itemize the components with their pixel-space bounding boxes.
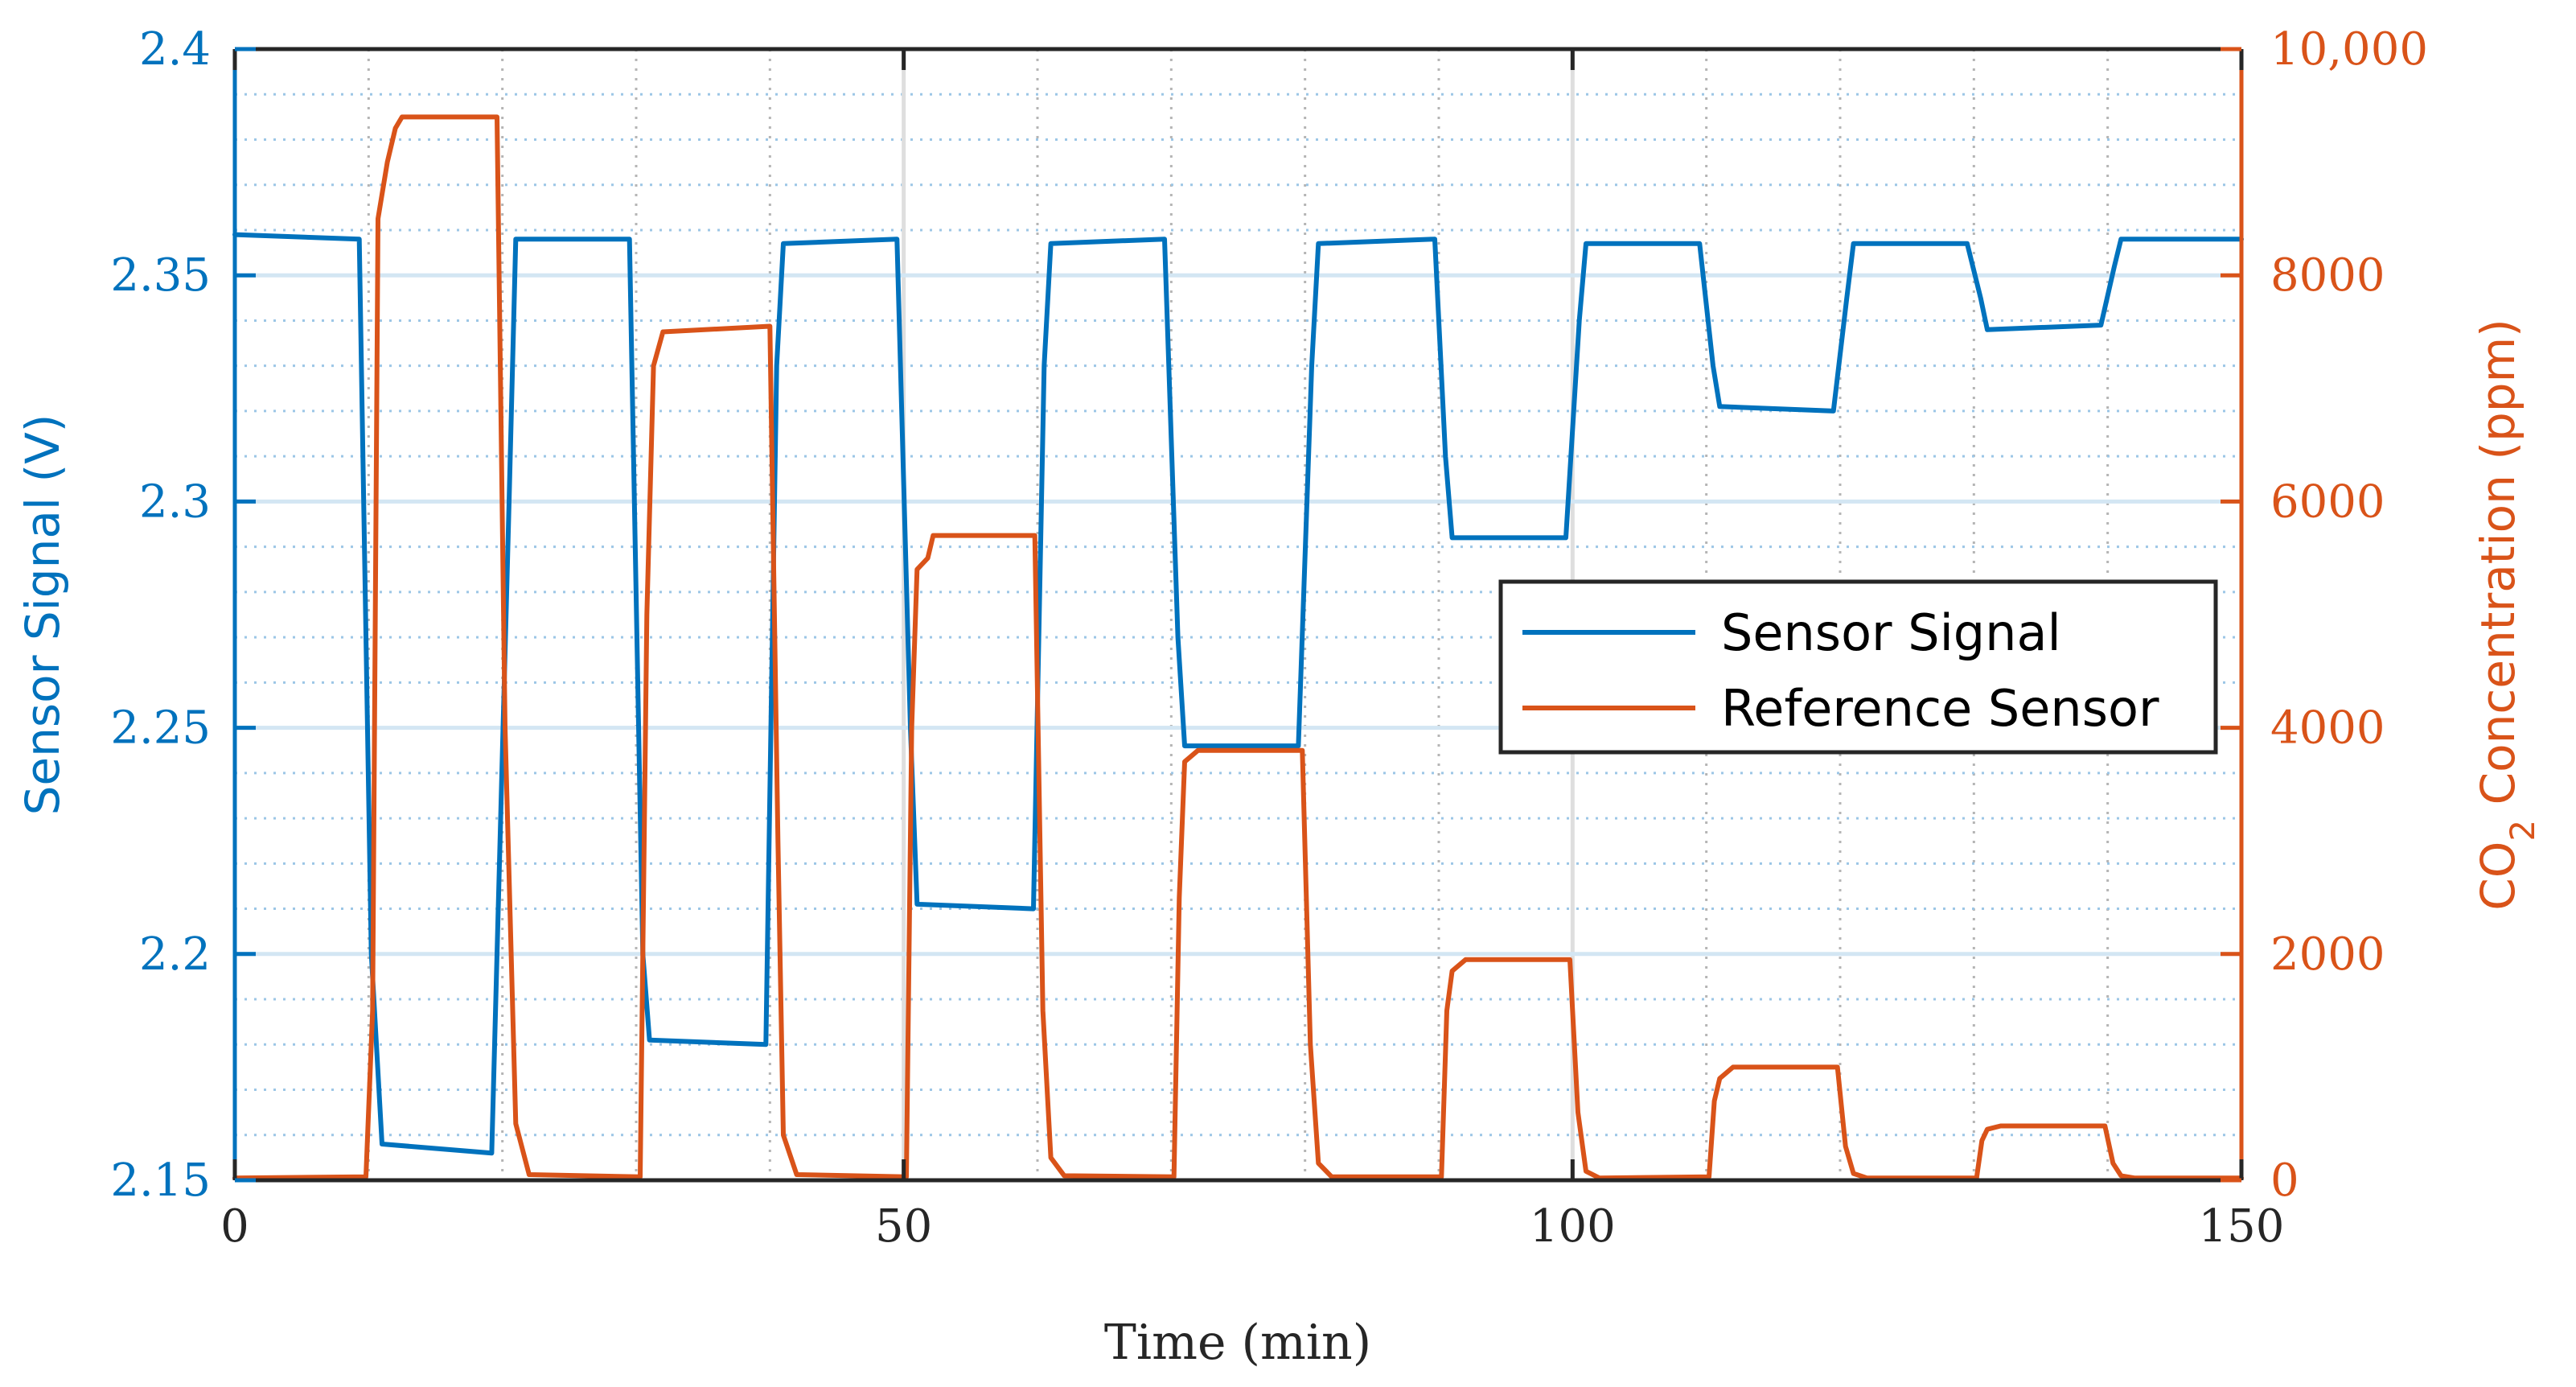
y2-label-subscript: 2 xyxy=(2503,820,2542,842)
y-tick-label: 2.4 xyxy=(139,23,211,76)
tick-labels: 0 50 100 150 2.15 2.2 2.25 2.3 2.35 2.4 0 2000 4000 6… xyxy=(110,23,2428,1253)
axes-layer xyxy=(232,47,2244,1183)
legend-label-sensor-signal: Sensor Signal xyxy=(1721,603,2061,662)
y2-tick-label: 2000 xyxy=(2270,928,2385,981)
y2-label-prefix: CO xyxy=(2471,842,2525,911)
legend: Sensor Signal Reference Sensor xyxy=(1498,579,2218,755)
x-tick-label: 50 xyxy=(875,1200,932,1253)
y2-tick-label: 8000 xyxy=(2270,249,2385,302)
y2-label-suffix: Concentration (ppm) xyxy=(2471,319,2525,820)
x-tick-label: 0 xyxy=(220,1200,249,1253)
x-tick-label: 150 xyxy=(2199,1200,2285,1253)
y2-tick-label: 4000 xyxy=(2270,702,2385,755)
series-line-sensor-signal xyxy=(232,232,2244,1156)
series-layer xyxy=(232,114,2244,1181)
x-axis-label: Time (min) xyxy=(1104,1315,1371,1371)
y2-tick-label: 0 xyxy=(2270,1154,2299,1207)
y-axis-label-right: CO2 Concentration (ppm) xyxy=(2471,319,2542,910)
y-tick-label: 2.2 xyxy=(139,928,211,981)
legend-label-reference-sensor: Reference Sensor xyxy=(1721,679,2159,738)
y2-tick-label: 10,000 xyxy=(2270,23,2428,76)
legend-box xyxy=(1498,579,2218,755)
y-tick-label: 2.3 xyxy=(139,475,211,528)
y-tick-label: 2.35 xyxy=(110,249,211,302)
y-tick-label: 2.25 xyxy=(110,702,211,755)
x-tick-label: 100 xyxy=(1530,1200,1616,1253)
series-line-reference-sensor xyxy=(232,114,2244,1181)
y-axis-label-left: Sensor Signal (V) xyxy=(15,414,70,816)
y-tick-label: 2.15 xyxy=(110,1154,211,1207)
y2-tick-label: 6000 xyxy=(2270,475,2385,528)
